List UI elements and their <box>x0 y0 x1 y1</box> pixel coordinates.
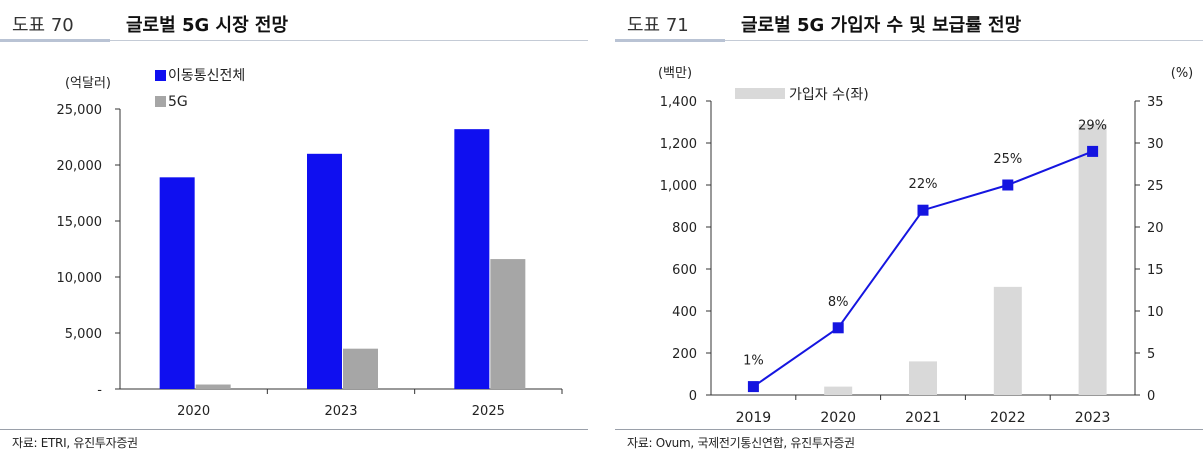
figure-label: 도표 71 <box>627 15 689 36</box>
right-y-tick-label: 15 <box>1147 263 1164 278</box>
left-y-tick-label: 400 <box>672 305 697 320</box>
left-y-tick-label: 200 <box>672 347 697 362</box>
penetration-point-2020 <box>832 322 844 334</box>
right-y-tick-label: 10 <box>1147 305 1164 320</box>
left-y-tick-label: 1,000 <box>660 179 697 194</box>
penetration-point-2021 <box>917 204 929 216</box>
legend-swatch <box>155 96 166 107</box>
bar-mobile-total-2023 <box>307 153 342 389</box>
subscriber-penetration-chart: (백만) (%) 0 200 400 600 800 1,000 1,200 1,400 0 5 10 1… <box>658 66 1194 425</box>
y-tick-label: - <box>97 383 102 398</box>
penetration-data-label: 29% <box>1078 118 1107 133</box>
header-accent-line <box>615 39 725 42</box>
right-axis-unit-label: (%) <box>1171 66 1194 81</box>
x-tick-label: 2021 <box>905 410 941 425</box>
penetration-data-label: 8% <box>828 295 849 310</box>
right-y-tick-label: 35 <box>1147 95 1164 110</box>
penetration-point-2019 <box>747 381 759 393</box>
penetration-data-label: 25% <box>993 152 1022 167</box>
right-y-tick-label: 30 <box>1147 137 1164 152</box>
y-tick-label: 5,000 <box>65 327 102 342</box>
right-y-tick-label: 20 <box>1147 221 1164 236</box>
bar-5g-2025 <box>490 259 526 389</box>
header-divider <box>725 40 1203 41</box>
left-axis-unit-label: (백만) <box>658 66 692 81</box>
bar-subscribers-2022 <box>993 286 1022 395</box>
y-axis-unit-label: (억달러) <box>65 76 111 91</box>
legend-label: 가입자 수(좌) <box>789 87 869 103</box>
y-tick-label: 10,000 <box>57 271 103 286</box>
legend-label: 이동통신전체 <box>168 68 245 84</box>
penetration-point-2022 <box>1002 179 1014 191</box>
right-y-tick-label: 0 <box>1147 389 1155 404</box>
market-forecast-bar-chart: (억달러) - 5,000 10,000 15,000 20,000 25,000 2020 2… <box>57 68 563 419</box>
footer-divider <box>0 429 588 430</box>
legend-label: 5G <box>168 94 188 110</box>
x-tick-label: 2025 <box>472 404 505 419</box>
figure-71-panel: 도표 71 글로벌 5G 가입자 수 및 보급률 전망 (백만) (%) 0 200 4… <box>615 0 1203 458</box>
figure-title: 글로벌 5G 가입자 수 및 보급률 전망 <box>741 15 1022 36</box>
y-tick-label: 15,000 <box>57 215 103 230</box>
bar-mobile-total-2025 <box>454 129 490 389</box>
header-divider <box>110 40 588 41</box>
y-tick-label: 20,000 <box>57 159 103 174</box>
figure-label: 도표 70 <box>12 15 74 36</box>
x-tick-label: 2022 <box>990 410 1026 425</box>
source-note: 자료: Ovum, 국제전기통신연합, 유진투자증권 <box>627 436 855 450</box>
penetration-data-label: 22% <box>909 177 938 192</box>
figure-70-header: 도표 70 글로벌 5G 시장 전망 <box>0 6 588 42</box>
left-y-tick-label: 800 <box>672 221 697 236</box>
legend-swatch <box>155 70 166 81</box>
source-note: 자료: ETRI, 유진투자증권 <box>12 436 138 450</box>
left-y-tick-label: 1,400 <box>660 95 697 110</box>
bar-5g-2020 <box>195 384 231 389</box>
header-accent-line <box>0 39 110 42</box>
x-tick-label: 2023 <box>324 404 357 419</box>
x-tick-label: 2019 <box>736 410 772 425</box>
penetration-data-label: 1% <box>743 354 764 369</box>
left-y-tick-label: 0 <box>689 389 697 404</box>
x-tick-label: 2020 <box>177 404 210 419</box>
footer-divider <box>615 429 1203 430</box>
figure-70-panel: 도표 70 글로벌 5G 시장 전망 (억달러) - 5,000 10,000 15,0… <box>0 0 588 458</box>
bar-subscribers-2021 <box>909 361 937 395</box>
bar-subscribers-2023 <box>1078 124 1107 395</box>
x-tick-label: 2020 <box>820 410 856 425</box>
bar-mobile-total-2020 <box>159 177 195 389</box>
left-y-tick-label: 600 <box>672 263 697 278</box>
figure-71-header: 도표 71 글로벌 5G 가입자 수 및 보급률 전망 <box>615 6 1203 42</box>
penetration-point-2023 <box>1087 145 1099 157</box>
bar-subscribers-2020 <box>824 386 853 395</box>
right-y-tick-label: 5 <box>1147 347 1155 362</box>
right-y-tick-label: 25 <box>1147 179 1164 194</box>
left-y-tick-label: 1,200 <box>660 137 697 152</box>
legend-swatch <box>735 88 785 99</box>
figure-title: 글로벌 5G 시장 전망 <box>126 15 289 36</box>
y-tick-label: 25,000 <box>57 103 103 118</box>
x-tick-label: 2023 <box>1075 410 1111 425</box>
bar-5g-2023 <box>343 348 378 389</box>
